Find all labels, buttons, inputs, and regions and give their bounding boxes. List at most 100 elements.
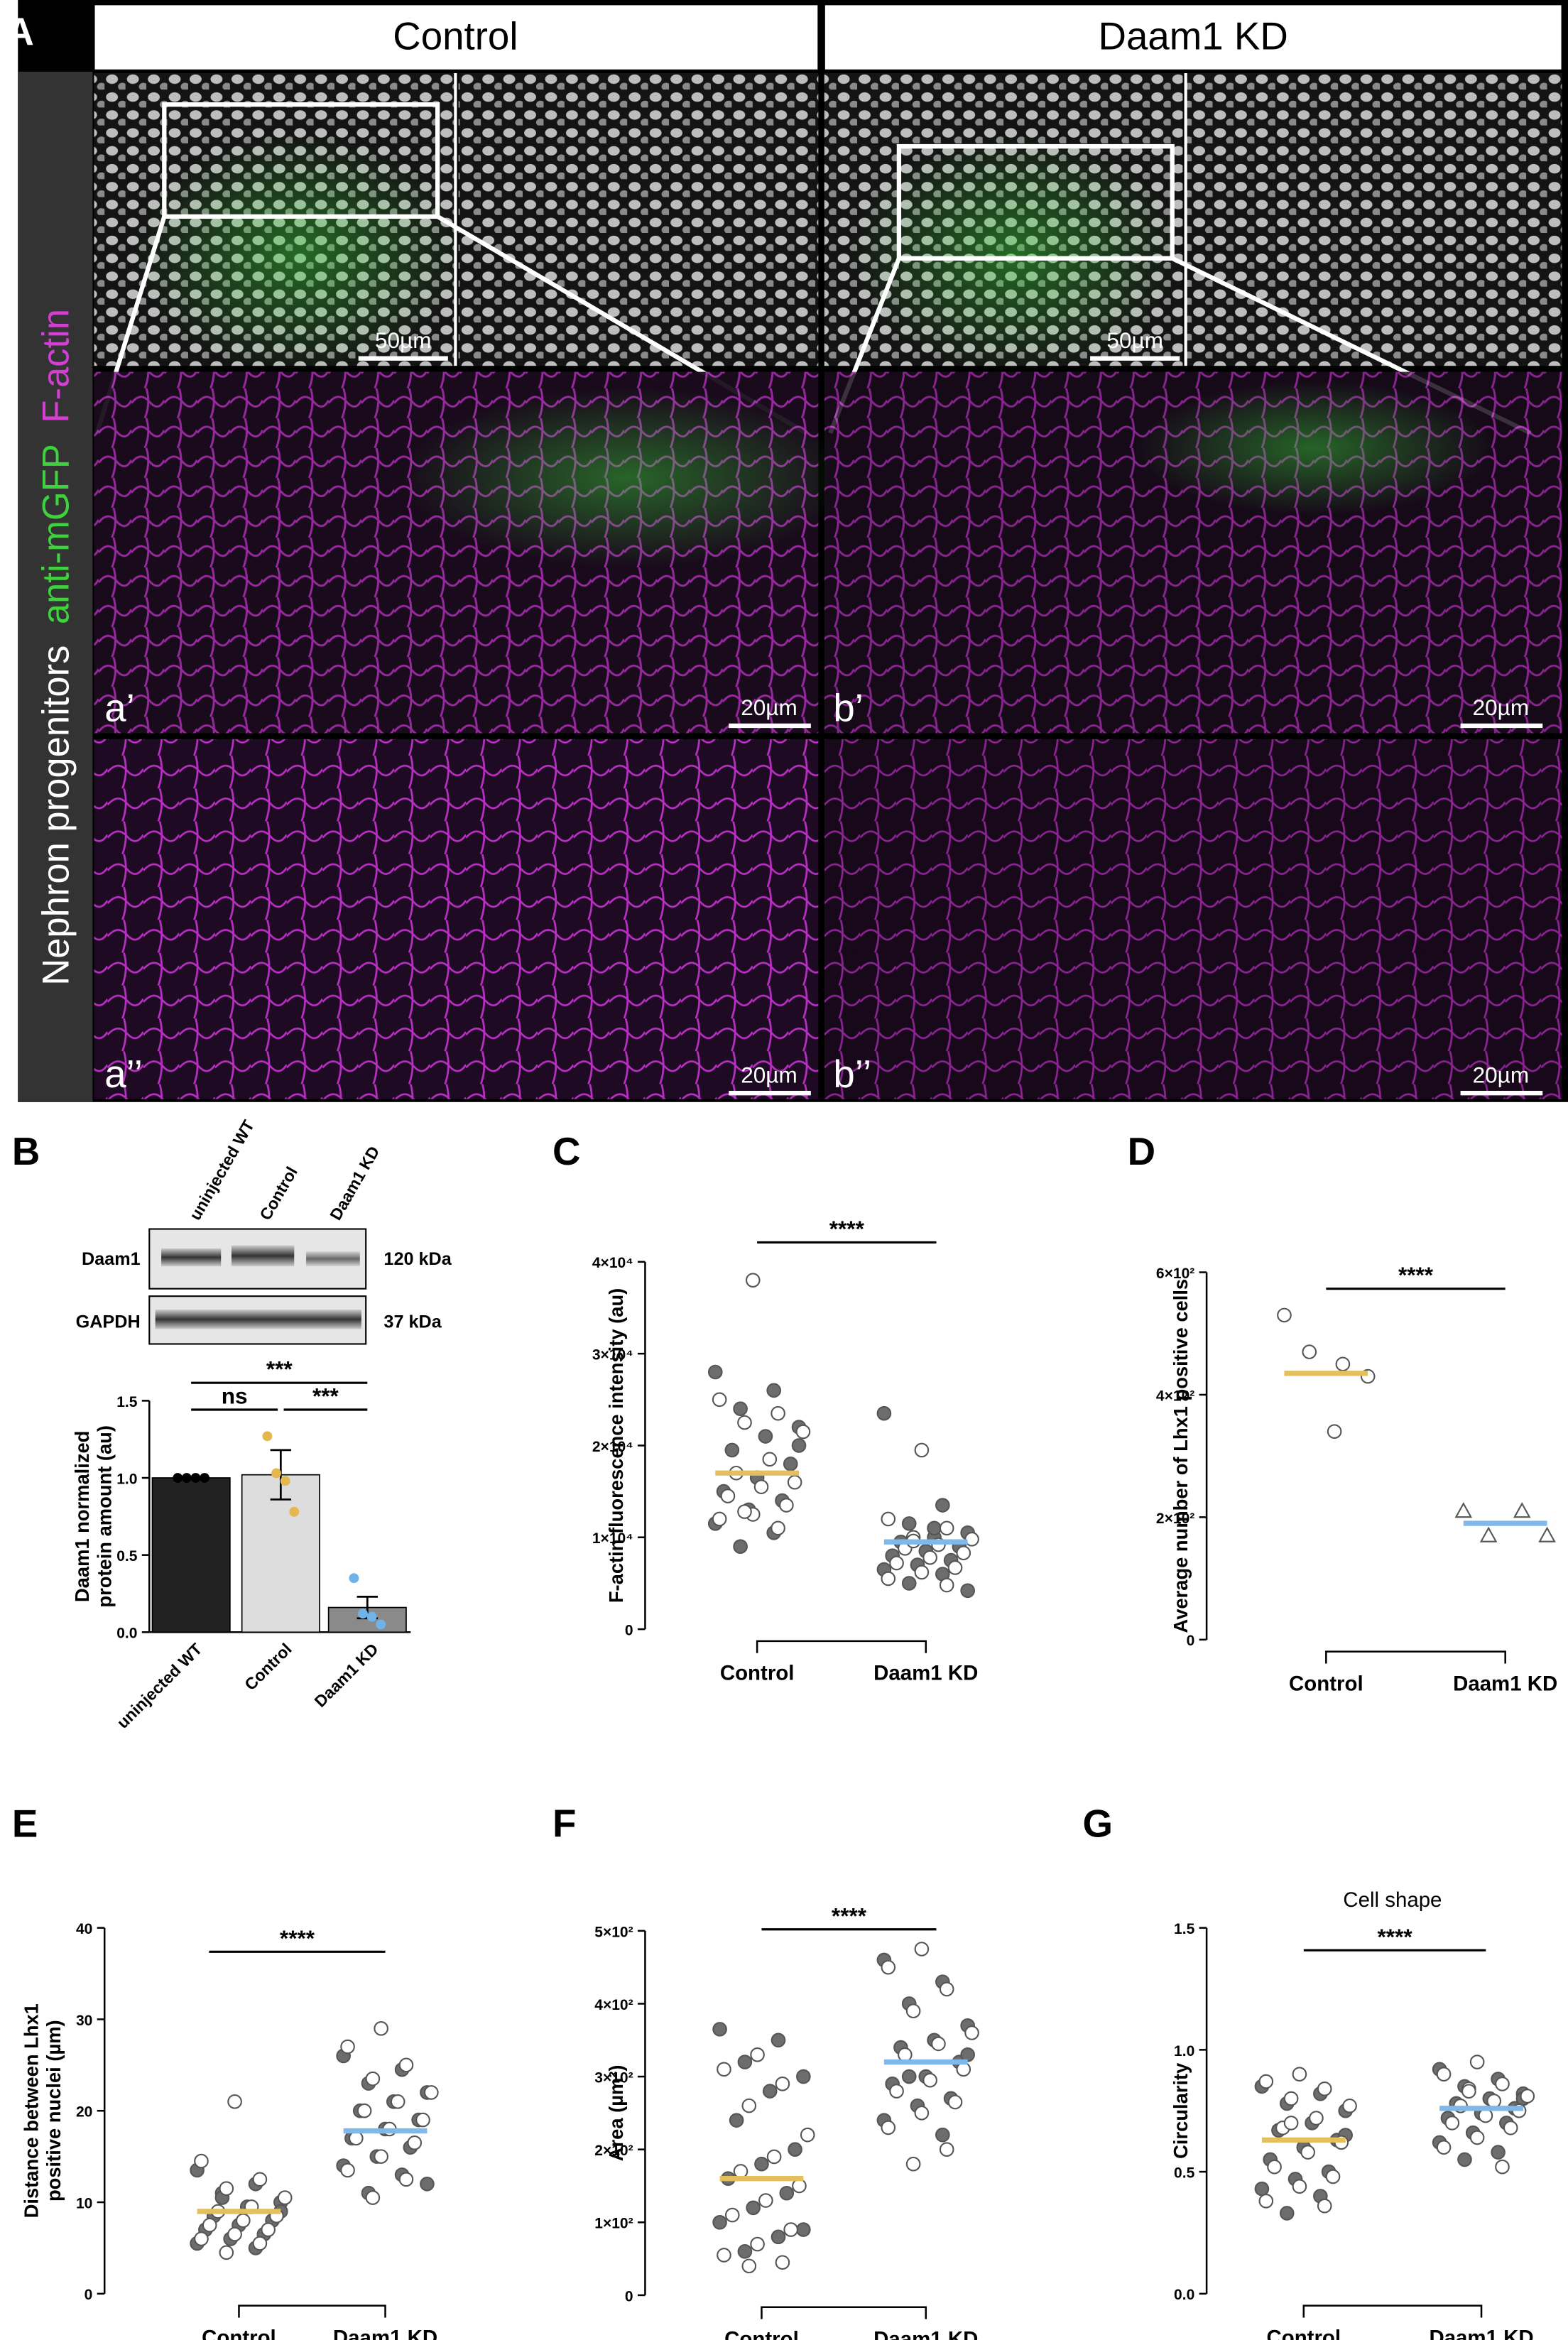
x-axis <box>756 1640 927 1653</box>
data-point <box>741 2258 757 2274</box>
y-tick-label: 1.5 <box>116 1394 138 1410</box>
sublabel: a’ <box>104 687 135 730</box>
data-point <box>340 2039 355 2055</box>
x-axis <box>1302 2304 1483 2318</box>
blot-row-label: GAPDH <box>76 1312 141 1332</box>
y-tick-label: 2×10⁴ <box>592 1439 633 1455</box>
panel-letter: C <box>552 1130 580 1173</box>
data-point <box>792 2178 807 2194</box>
y-tick-label: 1.5 <box>1174 1921 1195 1937</box>
sublabel: b’ <box>833 687 864 730</box>
data-point <box>758 1429 773 1444</box>
data-point <box>1325 2169 1341 2184</box>
data-point <box>881 1959 896 1975</box>
data-point <box>717 2248 731 2263</box>
panel-a: A Control Daam1 KD Nephron progenitors an… <box>6 0 1568 1102</box>
data-point <box>1461 2084 1476 2099</box>
data-point <box>1538 1526 1556 1542</box>
side-label-part: anti-mGFP <box>36 444 77 624</box>
scale-label: 50µm <box>375 327 432 353</box>
significance-label: ns <box>222 1383 248 1409</box>
data-point <box>1436 2140 1452 2155</box>
data-point <box>374 2021 388 2036</box>
y-tick-label: 40 <box>76 1921 92 1937</box>
micrograph <box>1185 73 1562 366</box>
data-point <box>194 2231 209 2246</box>
header: Control <box>393 14 518 58</box>
data-point <box>750 2236 765 2252</box>
y-tick-label: 1×10⁴ <box>592 1530 633 1547</box>
data-point <box>881 1511 896 1527</box>
data-point <box>901 1576 917 1591</box>
blot-row-label: Daam1 <box>82 1249 141 1269</box>
x-tick-label: Control <box>720 1662 795 1685</box>
y-axis-label: Area (µm²) <box>605 2065 627 2162</box>
y-axis-label: Daam1 normalized <box>71 1431 93 1602</box>
data-point <box>252 2236 268 2251</box>
data-point <box>724 2207 740 2223</box>
data-point <box>1335 1356 1351 1372</box>
blot-size-label: 120 kDa <box>383 1249 452 1269</box>
western-blot: uninjected WT Control Daam1 KD Daam1 GAP… <box>76 1117 452 1345</box>
blot-band <box>161 1248 222 1267</box>
data-point <box>358 1609 368 1619</box>
data-point <box>927 1520 942 1536</box>
data-point <box>935 1498 950 1513</box>
lane-label: uninjected WT <box>185 1117 258 1224</box>
data-point <box>939 1981 954 1997</box>
data-point <box>1317 2081 1332 2096</box>
data-point <box>1503 2120 1518 2135</box>
data-point <box>712 1392 727 1408</box>
x-tick-label: Daam1 KD <box>1429 2326 1533 2340</box>
data-point <box>905 2003 921 2019</box>
bar <box>241 1474 320 1633</box>
data-point <box>964 2025 979 2040</box>
data-point <box>712 1511 727 1527</box>
data-point <box>340 2162 355 2178</box>
data-point <box>733 1401 748 1417</box>
data-point <box>424 2085 439 2100</box>
data-point <box>889 1555 904 1571</box>
data-point <box>219 2181 234 2197</box>
y-tick-label: 1.0 <box>1174 2043 1194 2059</box>
data-point <box>922 1550 937 1565</box>
data-point <box>202 2217 217 2233</box>
data-point <box>1302 1344 1317 1359</box>
data-point <box>349 1573 359 1584</box>
data-point <box>200 1473 210 1483</box>
micrograph-green <box>851 134 1180 374</box>
data-point <box>733 1539 748 1555</box>
y-tick-label: 1.0 <box>116 1471 137 1487</box>
data-point <box>783 2222 798 2237</box>
data-point <box>791 1438 807 1453</box>
data-point <box>779 2185 795 2201</box>
x-tick-label: Daam1 KD <box>873 1662 978 1685</box>
header-box <box>93 4 820 71</box>
data-point <box>271 1468 281 1479</box>
y-axis-label: positive nuclei (µm) <box>43 2020 65 2202</box>
y-tick-label: 30 <box>76 2013 92 2029</box>
data-point <box>914 1442 930 1458</box>
data-point <box>795 1424 811 1440</box>
data-point <box>901 2069 917 2084</box>
data-point <box>1283 2116 1299 2131</box>
y-tick-label: 0 <box>1187 1633 1195 1649</box>
x-tick-label: Daam1 KD <box>333 2326 437 2340</box>
data-point <box>947 1560 963 1575</box>
x-tick-label: Daam1 KD <box>1453 1672 1557 1695</box>
data-point <box>737 1415 752 1430</box>
data-point <box>1258 2194 1274 2209</box>
data-point <box>766 2149 782 2165</box>
y-tick-label: 0 <box>625 2288 633 2304</box>
data-point <box>729 2113 744 2128</box>
x-tick-label: Daam1 KD <box>873 2327 978 2340</box>
data-point <box>1317 2198 1332 2214</box>
data-point <box>1300 2145 1315 2160</box>
x-axis <box>1325 1650 1506 1664</box>
scale-label: 50µm <box>1106 327 1163 353</box>
data-point <box>1254 2181 1270 2197</box>
data-point <box>964 1532 979 1547</box>
significance-label: *** <box>312 1383 339 1409</box>
data-point <box>775 2077 790 2091</box>
